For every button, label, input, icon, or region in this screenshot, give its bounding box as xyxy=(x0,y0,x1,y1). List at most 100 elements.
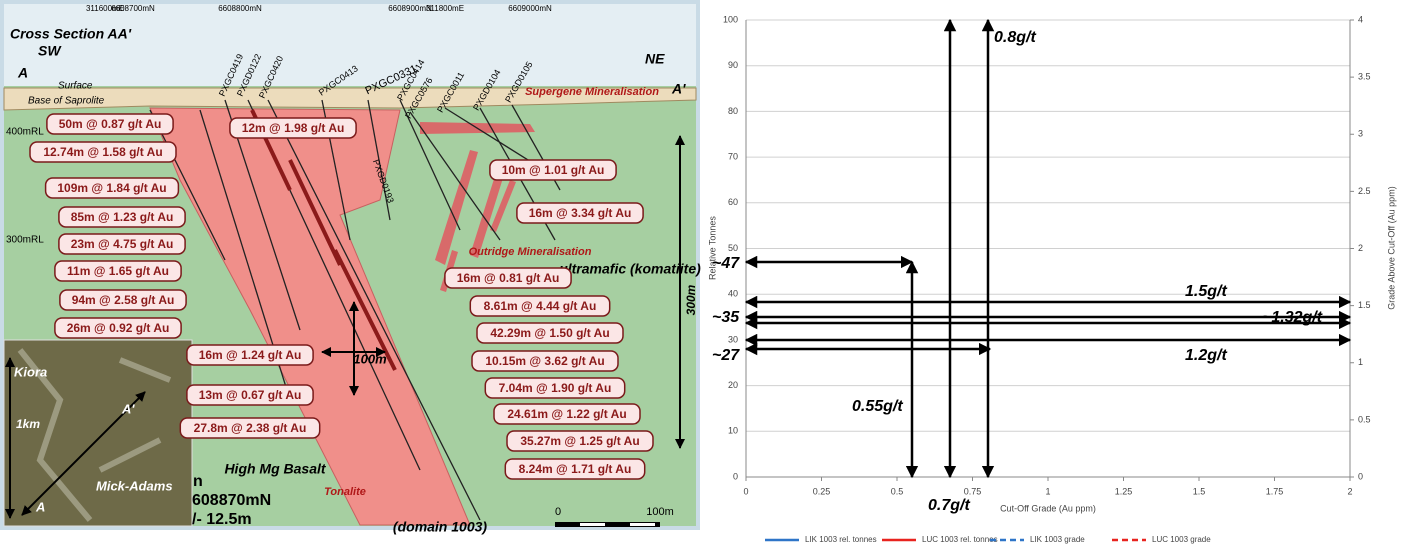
x-tick-label: 0.25 xyxy=(813,486,831,496)
intercept-label: 24.61m @ 1.22 g/t Au xyxy=(507,407,626,421)
y2-tick-label: 2.5 xyxy=(1358,186,1371,196)
annotation: 1.2g/t xyxy=(1185,347,1227,364)
x-tick-label: 1 xyxy=(1045,486,1050,496)
x-axis-title: Cut-Off Grade (Au ppm) xyxy=(1000,503,1096,513)
level-label: 300mRL xyxy=(6,235,44,246)
intercept-label: 94m @ 2.58 g/t Au xyxy=(72,293,175,307)
coordinate-label: 6608800mN xyxy=(218,4,262,13)
unit-label: (domain 1003) xyxy=(393,519,487,535)
annotation: 1.5g/t xyxy=(1185,283,1227,300)
y2-tick-label: 0.5 xyxy=(1358,414,1371,424)
intercept-label: 11m @ 1.65 g/t Au xyxy=(67,264,169,278)
intercept-label: 109m @ 1.84 g/t Au xyxy=(57,181,166,195)
annotation: ~47 xyxy=(712,255,740,272)
unit-label: High Mg Basalt xyxy=(224,461,326,477)
legend-label: LIK 1003 rel. tonnes xyxy=(805,535,877,544)
section-end: A xyxy=(17,65,28,81)
inset-label: 1km xyxy=(16,417,40,431)
chart-background xyxy=(703,0,1405,549)
dimension-label: 300m xyxy=(684,284,698,315)
annotation: ~1.32g/t xyxy=(1262,309,1323,326)
footer-text: 608870mN xyxy=(192,492,271,509)
intercept-label: 42.29m @ 1.50 g/t Au xyxy=(490,326,609,340)
intercept-label: 12m @ 1.98 g/t Au xyxy=(242,121,345,135)
section-title: Cross Section AA' xyxy=(10,26,132,42)
legend-label: LIK 1003 grade xyxy=(1030,535,1085,544)
scale-bar xyxy=(580,523,605,526)
coordinate-label: 6608700mN xyxy=(111,4,155,13)
y2-tick-label: 3 xyxy=(1358,129,1363,139)
annotation: 0.55g/t xyxy=(852,398,903,415)
y2-tick-label: 4 xyxy=(1358,14,1363,24)
coordinate-label: 6609000mN xyxy=(508,4,552,13)
intercept-label: 13m @ 0.67 g/t Au xyxy=(199,388,302,402)
direction: NE xyxy=(645,51,665,67)
y2-tick-label: 3.5 xyxy=(1358,72,1371,82)
x-tick-label: 1.25 xyxy=(1115,486,1133,496)
annotation: 0.8g/t xyxy=(994,29,1036,46)
saprolite-label: Base of Saprolite xyxy=(28,96,105,107)
level-label: 400mRL xyxy=(6,127,44,138)
x-tick-label: 0.75 xyxy=(964,486,982,496)
y2-tick-label: 1.5 xyxy=(1358,300,1371,310)
intercept-label: 8.61m @ 4.44 g/t Au xyxy=(484,299,597,313)
footer-text: n xyxy=(193,473,203,490)
unit-label: Outridge Mineralisation xyxy=(469,246,592,258)
intercept-label: 85m @ 1.23 g/t Au xyxy=(71,210,174,224)
y-tick-label: 20 xyxy=(728,380,738,390)
intercept-label: 50m @ 0.87 g/t Au xyxy=(59,117,162,131)
y-tick-label: 50 xyxy=(728,243,738,253)
annotation: ~35 xyxy=(712,309,740,326)
intercept-label: 23m @ 4.75 g/t Au xyxy=(71,237,174,251)
footer-text: /- 12.5m xyxy=(192,511,252,528)
y2-axis-title: Grade Above Cut-Off (Au ppm) xyxy=(1386,186,1396,309)
y-tick-label: 70 xyxy=(728,151,738,161)
intercept-label: 10m @ 1.01 g/t Au xyxy=(502,163,605,177)
intercept-label: 10.15m @ 3.62 g/t Au xyxy=(485,354,604,368)
intercept-label: 16m @ 3.34 g/t Au xyxy=(529,206,632,220)
y-tick-label: 30 xyxy=(728,334,738,344)
direction: SW xyxy=(38,43,62,59)
section-end: A' xyxy=(671,81,686,97)
intercept-label: 12.74m @ 1.58 g/t Au xyxy=(43,145,162,159)
y-tick-label: 60 xyxy=(728,197,738,207)
figure: Cross Section AA' SW NE A A' Surface Bas… xyxy=(0,0,1405,549)
intercept-label: 35.27m @ 1.25 g/t Au xyxy=(520,434,639,448)
page: Cross Section AA' SW NE A A' Surface Bas… xyxy=(0,0,1405,549)
y-tick-label: 90 xyxy=(728,60,738,70)
unit-label: Supergene Mineralisation xyxy=(525,86,659,98)
inset-label: A xyxy=(35,499,45,514)
scale-label: 100m xyxy=(646,506,674,518)
intercept-label: 16m @ 0.81 g/t Au xyxy=(457,271,560,285)
inset-label: Mick-Adams xyxy=(96,478,173,493)
y-tick-label: 100 xyxy=(723,14,738,24)
legend-label: LUC 1003 rel. tonnes xyxy=(922,535,998,544)
intercept-label: 8.24m @ 1.71 g/t Au xyxy=(519,462,632,476)
y2-tick-label: 0 xyxy=(1358,471,1363,481)
y2-tick-label: 1 xyxy=(1358,357,1363,367)
inset-label: Kiora xyxy=(14,364,47,379)
unit-label: Tonalite xyxy=(324,486,366,498)
inset-label: A' xyxy=(121,401,135,416)
x-tick-label: 0.5 xyxy=(891,486,904,496)
y2-tick-label: 2 xyxy=(1358,243,1363,253)
intercept-label: 27.8m @ 2.38 g/t Au xyxy=(194,421,307,435)
annotation: ~27 xyxy=(712,347,740,364)
intercept-label: 7.04m @ 1.90 g/t Au xyxy=(499,381,612,395)
y-tick-label: 80 xyxy=(728,106,738,116)
scale-bar xyxy=(630,523,655,526)
y-tick-label: 0 xyxy=(733,471,738,481)
annotation: 0.7g/t xyxy=(928,497,970,514)
intercept-label: 16m @ 1.24 g/t Au xyxy=(199,348,302,362)
dimension-label: 100m xyxy=(353,351,387,366)
y-tick-label: 10 xyxy=(728,426,738,436)
intercept-label: 26m @ 0.92 g/t Au xyxy=(67,321,170,335)
y-tick-label: 40 xyxy=(728,289,738,299)
x-tick-label: 1.5 xyxy=(1193,486,1206,496)
legend-label: LUC 1003 grade xyxy=(1152,535,1211,544)
x-tick-label: 1.75 xyxy=(1266,486,1284,496)
coordinate-label: 311800mE xyxy=(426,4,464,13)
x-tick-label: 0 xyxy=(743,486,748,496)
x-tick-label: 2 xyxy=(1347,486,1352,496)
scale-label: 0 xyxy=(555,506,561,518)
